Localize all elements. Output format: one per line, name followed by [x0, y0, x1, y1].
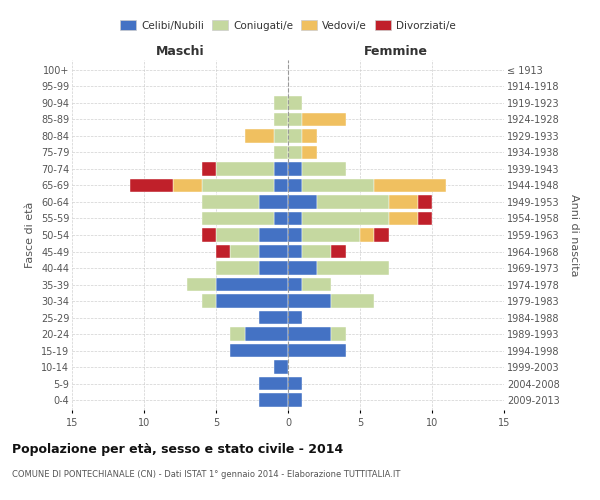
Bar [288, 262, 317, 274]
Bar [288, 228, 302, 241]
Bar [288, 196, 317, 208]
Bar [288, 130, 302, 142]
Bar [173, 179, 202, 192]
Bar [245, 328, 288, 340]
Bar [187, 278, 216, 291]
Y-axis label: Anni di nascita: Anni di nascita [569, 194, 579, 276]
Bar [302, 113, 346, 126]
Y-axis label: Fasce di età: Fasce di età [25, 202, 35, 268]
Bar [274, 179, 288, 192]
Bar [274, 130, 288, 142]
Bar [288, 179, 302, 192]
Bar [288, 394, 302, 406]
Bar [202, 212, 274, 225]
Bar [302, 130, 317, 142]
Bar [360, 228, 374, 241]
Bar [374, 228, 389, 241]
Bar [418, 212, 432, 225]
Bar [288, 162, 302, 175]
Bar [259, 311, 288, 324]
Bar [230, 328, 245, 340]
Bar [274, 360, 288, 374]
Bar [302, 228, 360, 241]
Bar [288, 311, 302, 324]
Bar [288, 294, 331, 308]
Bar [230, 245, 259, 258]
Bar [288, 328, 331, 340]
Bar [216, 278, 288, 291]
Bar [259, 377, 288, 390]
Bar [216, 228, 259, 241]
Legend: Celibi/Nubili, Coniugati/e, Vedovi/e, Divorziati/e: Celibi/Nubili, Coniugati/e, Vedovi/e, Di… [116, 16, 460, 35]
Bar [259, 196, 288, 208]
Bar [288, 146, 302, 159]
Bar [274, 113, 288, 126]
Bar [202, 196, 259, 208]
Bar [216, 245, 230, 258]
Bar [130, 179, 173, 192]
Bar [274, 146, 288, 159]
Bar [389, 196, 418, 208]
Bar [202, 162, 216, 175]
Bar [302, 162, 346, 175]
Bar [288, 278, 302, 291]
Bar [202, 228, 216, 241]
Bar [302, 146, 317, 159]
Bar [202, 294, 216, 308]
Bar [418, 196, 432, 208]
Bar [317, 196, 389, 208]
Bar [202, 179, 274, 192]
Text: Maschi: Maschi [155, 46, 205, 59]
Bar [302, 179, 374, 192]
Bar [216, 162, 274, 175]
Bar [302, 212, 389, 225]
Bar [317, 262, 389, 274]
Bar [302, 245, 331, 258]
Bar [259, 245, 288, 258]
Text: Popolazione per età, sesso e stato civile - 2014: Popolazione per età, sesso e stato civil… [12, 442, 343, 456]
Bar [389, 212, 418, 225]
Bar [230, 344, 288, 357]
Bar [274, 212, 288, 225]
Bar [288, 344, 346, 357]
Bar [245, 130, 274, 142]
Bar [288, 245, 302, 258]
Bar [331, 328, 346, 340]
Bar [288, 113, 302, 126]
Text: Femmine: Femmine [364, 46, 428, 59]
Bar [259, 262, 288, 274]
Bar [274, 96, 288, 110]
Bar [259, 228, 288, 241]
Bar [288, 96, 302, 110]
Bar [374, 179, 446, 192]
Bar [288, 377, 302, 390]
Bar [274, 162, 288, 175]
Bar [302, 278, 331, 291]
Bar [216, 262, 259, 274]
Bar [216, 294, 288, 308]
Bar [331, 245, 346, 258]
Bar [288, 212, 302, 225]
Text: COMUNE DI PONTECHIANALE (CN) - Dati ISTAT 1° gennaio 2014 - Elaborazione TUTTITA: COMUNE DI PONTECHIANALE (CN) - Dati ISTA… [12, 470, 400, 479]
Bar [259, 394, 288, 406]
Bar [331, 294, 374, 308]
